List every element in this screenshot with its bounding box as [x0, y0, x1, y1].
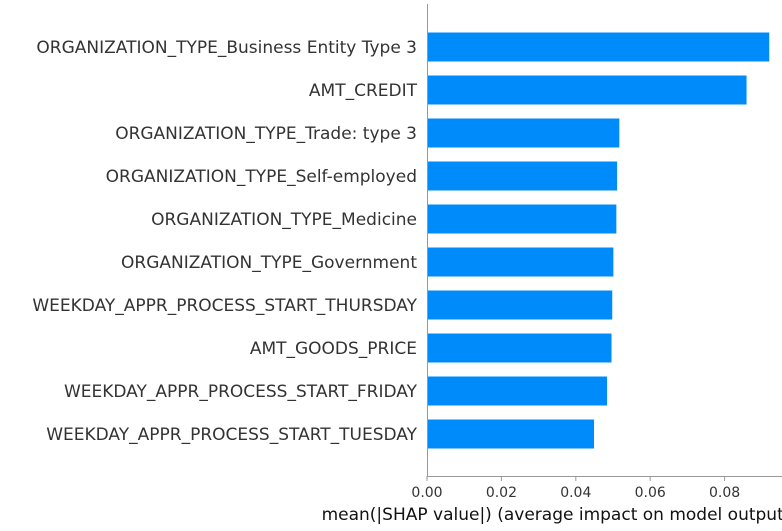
x-tick-label-1: 0.02	[486, 485, 517, 501]
feature-label-4: ORGANIZATION_TYPE_Medicine	[151, 210, 417, 230]
bars-group	[427, 32, 770, 449]
bar-7	[427, 333, 612, 363]
feature-label-6: WEEKDAY_APPR_PROCESS_START_THURSDAY	[32, 296, 417, 316]
bar-3	[427, 161, 618, 191]
bar-8	[427, 376, 608, 406]
bar-1	[427, 75, 747, 105]
x-tick-label-3: 0.06	[635, 485, 666, 501]
feature-label-7: AMT_GOODS_PRICE	[250, 339, 417, 359]
feature-label-3: ORGANIZATION_TYPE_Self-employed	[106, 167, 417, 187]
feature-label-2: ORGANIZATION_TYPE_Trade: type 3	[115, 124, 417, 144]
feature-label-1: AMT_CREDIT	[309, 81, 418, 101]
feature-label-5: ORGANIZATION_TYPE_Government	[121, 253, 417, 273]
bar-2	[427, 118, 620, 148]
feature-labels-group: ORGANIZATION_TYPE_Business Entity Type 3…	[32, 38, 417, 445]
x-tick-label-4: 0.08	[709, 485, 740, 501]
bar-4	[427, 204, 617, 234]
bar-9	[427, 419, 595, 449]
bar-5	[427, 247, 614, 277]
feature-label-0: ORGANIZATION_TYPE_Business Entity Type 3	[36, 38, 417, 58]
bar-6	[427, 290, 613, 320]
x-tick-label-0: 0.00	[411, 485, 442, 501]
x-ticks-group: 0.00 0.02 0.04 0.06 0.08	[411, 476, 740, 501]
feature-label-8: WEEKDAY_APPR_PROCESS_START_FRIDAY	[64, 382, 418, 402]
x-tick-label-2: 0.04	[560, 485, 591, 501]
feature-label-9: WEEKDAY_APPR_PROCESS_START_TUESDAY	[46, 425, 417, 445]
bar-0	[427, 32, 770, 62]
x-axis-title: mean(|SHAP value|) (average impact on mo…	[322, 505, 782, 525]
